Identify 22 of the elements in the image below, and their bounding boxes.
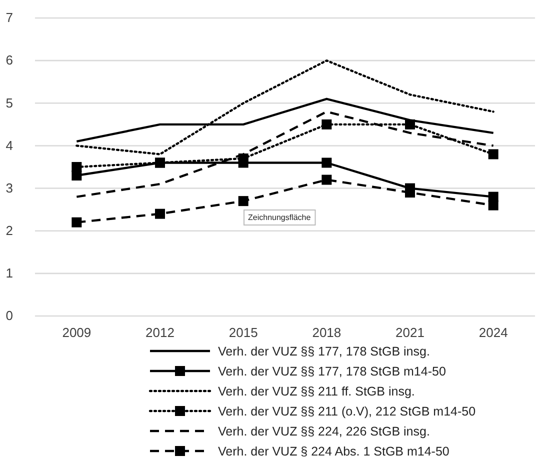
y-tick-label: 1 bbox=[6, 266, 13, 281]
legend-label: Verh. der VUZ §§ 177, 178 StGB insg. bbox=[218, 344, 430, 358]
legend-label: Verh. der VUZ §§ 211 (o.V), 212 StGB m14-50 bbox=[218, 404, 476, 418]
x-tick-label: 2021 bbox=[396, 325, 424, 340]
legend-label: Verh. der VUZ §§ 224, 226 StGB insg. bbox=[218, 424, 430, 438]
y-tick-label: 5 bbox=[6, 95, 13, 110]
x-tick-label: 2024 bbox=[478, 325, 508, 340]
y-tick-label: 3 bbox=[6, 180, 13, 196]
legend-label: Verh. der VUZ § 224 Abs. 1 StGB m14-50 bbox=[218, 444, 450, 458]
y-tick-label: 0 bbox=[6, 308, 13, 324]
x-tick-label: 2012 bbox=[146, 325, 174, 340]
y-tick-label: 2 bbox=[6, 223, 13, 238]
y-tick-label: 4 bbox=[6, 138, 13, 153]
x-tick-label: 2009 bbox=[62, 325, 92, 340]
y-tick-label: 7 bbox=[6, 10, 13, 26]
annotation: Zeichnungsfläche bbox=[248, 213, 312, 222]
note-box: Zeichnungsfläche bbox=[244, 210, 316, 226]
x-tick-label: 2018 bbox=[312, 325, 342, 340]
y-tick-label: 6 bbox=[6, 52, 13, 68]
legend-label: Verh. der VUZ §§ 211 ff. StGB insg. bbox=[218, 384, 415, 398]
legend-label: Verh. der VUZ §§ 177, 178 StGB m14-50 bbox=[218, 364, 446, 378]
x-tick-label: 2015 bbox=[228, 325, 258, 340]
